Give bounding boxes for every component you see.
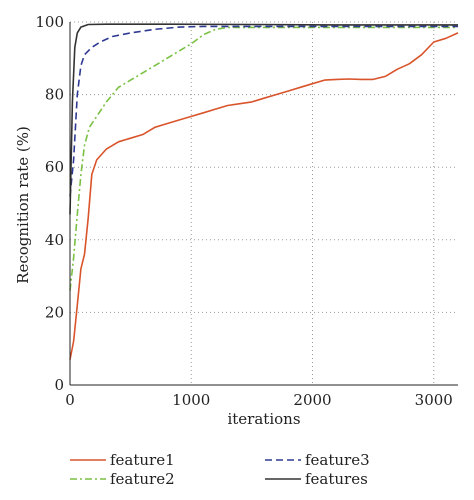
y-tick-label: 0 [54, 376, 64, 394]
legend-label-feature3: feature3 [305, 451, 370, 469]
series-line-feature2 [69, 26, 458, 291]
legend-label-feature1: feature1 [110, 451, 175, 469]
legend-label-features: features [305, 470, 368, 488]
y-tick-label: 80 [45, 86, 64, 104]
series-line-feature3 [69, 25, 458, 197]
y-tick-label: 40 [45, 231, 64, 249]
x-tick-label: 2000 [293, 391, 331, 409]
legend-label-feature2: feature2 [110, 470, 175, 488]
x-tick-label: 3000 [415, 391, 453, 409]
y-tick-label: 60 [45, 158, 64, 176]
y-tick-label: 20 [45, 303, 64, 321]
y-tick-label: 100 [35, 13, 64, 31]
x-axis-label: iterations [227, 410, 300, 428]
x-tick-label: 1000 [172, 391, 210, 409]
series-line-features [69, 23, 458, 215]
axes [69, 22, 458, 386]
plot-series [69, 23, 459, 360]
series-line-feature1 [69, 32, 459, 360]
x-tick-label: 0 [65, 391, 75, 409]
y-axis-label: Recognition rate (%) [14, 126, 32, 284]
grid [70, 21, 458, 385]
